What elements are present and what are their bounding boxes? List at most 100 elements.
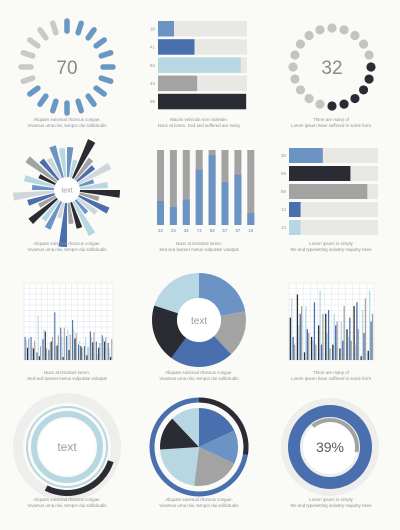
chart-caption: Nunc at tincidunt lorem. Sed sed laoreet … (2, 370, 132, 381)
center-label: text (61, 188, 72, 195)
bar-value-label: 18 (150, 26, 156, 31)
caption-line2: Vivamus urna nisi, tempor dui sollicitud… (27, 502, 107, 508)
ring-dash (75, 98, 84, 114)
bar (57, 335, 59, 360)
bar (313, 302, 316, 360)
caption-line2: Vivamus urna nisi, tempor dui sollicitud… (27, 122, 107, 128)
gauge-center (303, 420, 357, 474)
outer-ring-arc (199, 397, 249, 455)
bar (69, 334, 71, 360)
radial-spoke (27, 193, 55, 206)
ring-arc (31, 411, 103, 483)
concentric-ring-chart: text (13, 393, 121, 501)
chart-caption: There are many of Lorem Ipsum have suffer… (266, 117, 396, 128)
bar (342, 340, 344, 360)
bar (111, 339, 113, 360)
bar (329, 348, 331, 360)
bar-value-label: 13 (281, 225, 287, 230)
bar-value-label: 88 (281, 189, 287, 194)
bar (312, 340, 314, 360)
bar (92, 342, 94, 360)
ring-arc (26, 406, 108, 488)
bar (289, 220, 301, 235)
caption-line1: Aliquam euismod rhoncus congue. (33, 497, 101, 502)
ring-dash (50, 98, 59, 114)
bar (37, 316, 39, 360)
chart-caption: Mauris vehicula non molestie. Nunc at lor… (134, 117, 264, 128)
chart-caption: Aliquam euismod rhoncus congue. Vivamus u… (134, 370, 264, 381)
pie-slice (199, 430, 238, 464)
ring-dash (27, 37, 41, 49)
bar (45, 348, 48, 360)
bar (43, 329, 45, 360)
radial-spoke (38, 174, 56, 186)
ring-dot (327, 23, 337, 33)
caption-line2: the and typesetting industry majority ha… (290, 246, 372, 252)
bar (101, 335, 103, 360)
bar (50, 341, 52, 360)
bar (68, 349, 70, 360)
bar (31, 346, 33, 360)
radial-spoke (32, 184, 55, 190)
radial-spoke (74, 157, 94, 181)
ring-dash (50, 20, 59, 36)
ring-dash (37, 27, 49, 41)
bar-value-label: 44 (150, 81, 156, 86)
bar (325, 313, 327, 360)
bar (361, 309, 364, 360)
caption-line1: Mauris vehicula non molestie. (170, 117, 228, 122)
radial-spoke (38, 195, 57, 208)
radial-spoke (74, 199, 89, 215)
bar (89, 331, 91, 360)
ring-dash (75, 20, 84, 36)
bar-value-label: 57 (223, 228, 228, 233)
ring-dot (364, 74, 374, 84)
bar (34, 340, 36, 360)
gauge-band (288, 405, 372, 489)
ring-dot (290, 74, 300, 84)
pie-slice (160, 447, 199, 486)
ring-dash (27, 85, 41, 97)
bar (26, 347, 29, 360)
ring-dash (37, 93, 49, 107)
radial-spoke (79, 182, 108, 190)
bar-track (157, 150, 164, 225)
ring-track (13, 393, 121, 501)
grouped-bar-chart-2 (288, 282, 375, 361)
donut-chart: text (151, 273, 246, 367)
donut-slice (171, 336, 232, 367)
bar (91, 336, 93, 360)
bar (289, 317, 291, 360)
ring-dot (350, 30, 360, 41)
radial-spoke (49, 145, 64, 178)
bar-track (169, 150, 177, 225)
bar (339, 348, 341, 360)
caption-line2: Vivamus urna nisi, tempor dui sollicitud… (159, 375, 239, 381)
caption-line1: Nunc at tincidunt lorem. (43, 370, 91, 375)
bar (319, 290, 321, 360)
ring-dash (20, 75, 36, 84)
bar (38, 356, 40, 360)
bar (87, 346, 89, 360)
bar (315, 344, 317, 360)
ring-dot (339, 99, 349, 109)
bar (336, 321, 338, 360)
bar (320, 344, 323, 360)
ring-dash (98, 50, 114, 59)
radial-spoke (28, 197, 58, 224)
caption-line2: Vivamus urna nisi, tempor dui sollicitud… (159, 502, 239, 508)
bar (104, 341, 106, 360)
bar-value-label: 13 (281, 207, 287, 212)
bar (79, 340, 81, 360)
bar (298, 325, 300, 360)
bar (73, 329, 75, 360)
bar (85, 336, 87, 360)
chart-caption: Aliquam euismod rhoncus congue. Vivamus u… (2, 241, 132, 252)
ring-dot (290, 50, 300, 60)
center-label: text (191, 316, 207, 327)
caption-line1: Aliquam euismod rhoncus congue. (33, 241, 101, 246)
vertical-bar-chart: 32 24 34 74 93 57 67 16 (157, 150, 255, 233)
radial-spoke (76, 165, 96, 183)
bar (357, 329, 359, 360)
